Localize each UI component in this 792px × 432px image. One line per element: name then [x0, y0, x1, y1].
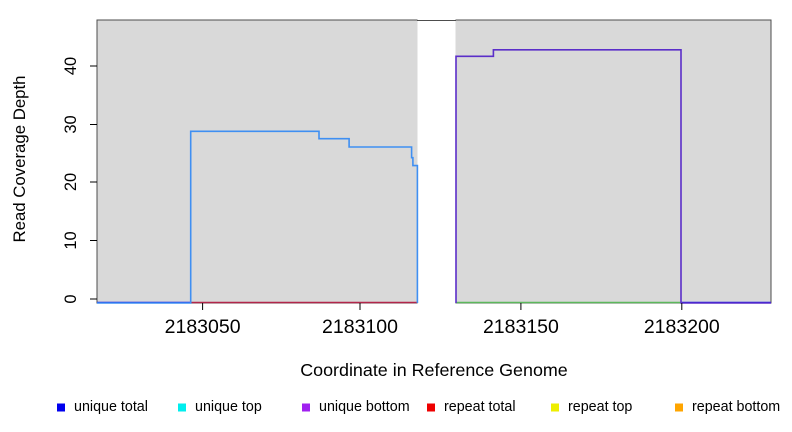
svg-text:0: 0	[62, 294, 80, 303]
svg-text:repeat bottom: repeat bottom	[692, 399, 780, 415]
svg-text:Coordinate in Reference Genome: Coordinate in Reference Genome	[300, 360, 568, 380]
svg-text:40: 40	[62, 57, 80, 75]
svg-text:2183100: 2183100	[322, 316, 398, 338]
svg-text:2183050: 2183050	[165, 316, 241, 338]
svg-text:30: 30	[62, 115, 80, 133]
svg-text:repeat total: repeat total	[444, 399, 516, 415]
svg-text:repeat top: repeat top	[568, 399, 632, 415]
svg-text:10: 10	[62, 231, 80, 249]
svg-text:20: 20	[62, 173, 80, 191]
svg-text:2183150: 2183150	[483, 316, 559, 338]
svg-text:unique top: unique top	[195, 399, 262, 415]
svg-text:unique bottom: unique bottom	[319, 399, 410, 415]
svg-text:unique total: unique total	[74, 399, 148, 415]
svg-text:Read Coverage Depth: Read Coverage Depth	[10, 76, 29, 243]
svg-text:2183200: 2183200	[644, 316, 720, 338]
